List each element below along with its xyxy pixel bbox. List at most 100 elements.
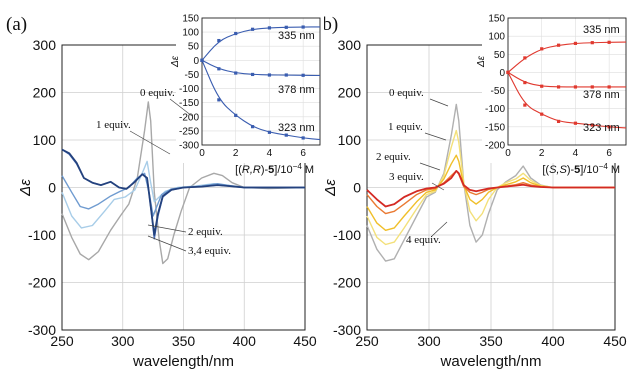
panel-a-annotation-0: 0 equiv. — [140, 87, 175, 99]
panel-b-xtick-label-2: 350 — [479, 333, 503, 349]
panel-b-ytick-label-6: -300 — [333, 322, 361, 338]
panel-a-inset-xtick-label-0: 0 — [199, 148, 205, 159]
panel-b-annotation-0: 0 equiv. — [389, 87, 424, 99]
panel-a-y-axis-label: Δε — [17, 179, 34, 197]
panel-b-series-line-4 — [366, 170, 615, 208]
annotation-leader-line-8 — [431, 221, 448, 237]
panel-b-inset-point-2-4 — [573, 121, 578, 125]
panel-a-inset-ytick-label-1: 100 — [182, 28, 199, 39]
panel-a-inset-point-2-2 — [234, 113, 238, 117]
panel-b-x-axis-label: wavelength/nm — [440, 353, 542, 369]
panel-b-ytick-label-3: 0 — [353, 180, 361, 196]
panel-b-inset-x-axis-label-part-6: M — [608, 164, 620, 176]
panel-a-ytick-label-2: 100 — [33, 132, 57, 148]
panel-a-inset-point-0-2 — [234, 31, 238, 36]
panel-a-inset-ytick-label-9: -300 — [179, 141, 199, 152]
panel-a-inset-point-2-5 — [284, 133, 288, 137]
panel-a-inset-point-0-4 — [267, 26, 272, 30]
panel-b-inset-ytick-label-2: 50 — [494, 50, 506, 61]
panel-a-inset-x-axis-label-part-3: 5 — [268, 164, 274, 176]
annotation-leader-line-1 — [129, 130, 171, 155]
panel-b-ytick-label-1: 200 — [338, 85, 362, 101]
panel-a-inset-frame — [201, 17, 321, 146]
panel-b-inset-series-label-1: 378 nm — [583, 89, 620, 101]
panel-a-inset-point-2-0 — [200, 58, 204, 62]
panel-b-ytick-label-4: -100 — [333, 227, 361, 243]
panel-a-inset-point-1-4 — [267, 73, 272, 77]
panel-a-inset-ytick-label-8: -250 — [179, 126, 199, 137]
panel-a-inset-series-label-0: 335 nm — [278, 30, 315, 42]
panel-a-ytick-label-1: 200 — [33, 85, 57, 101]
panel-b-inset-point-2-0 — [506, 70, 510, 75]
panel-b-inset-x-axis-label: [(S,S)-5]/10−4 M — [542, 162, 620, 177]
panel-a-inset-x-axis-label-part-1: R,R — [242, 164, 261, 176]
panel-b-inset-point-0-4 — [573, 41, 578, 45]
panel-b-xtick-label-4: 450 — [603, 333, 627, 349]
panel-b-inset-point-2-5 — [590, 123, 594, 127]
panel-b-inset-x-axis-label-part-1: S,S — [549, 164, 567, 176]
panel-a-inset-x-axis-label: [(R,R)-5]/10−4 M — [235, 162, 314, 177]
panel-a-inset-xtick-label-2: 4 — [267, 148, 273, 159]
annotation-leader-line-5 — [424, 132, 447, 141]
panel-b-inset-ytick-label-1: 100 — [488, 32, 505, 43]
panel-b-inset-point-2-1 — [523, 103, 527, 107]
panel-a-inset-series-label-2: 323 nm — [278, 122, 315, 134]
panel-a-inset-ytick-label-3: 0 — [193, 56, 199, 67]
panel-a-inset-x-axis-label-part-0: [( — [235, 164, 242, 176]
panel-b-ytick-label-0: 300 — [338, 37, 362, 53]
panel-b-inset-frame — [507, 17, 627, 146]
panel-b-inset-point-1-4 — [573, 85, 578, 89]
panel-a-xtick-label-2: 350 — [172, 333, 196, 349]
panel-b-xtick-label-3: 400 — [541, 333, 565, 349]
panel-b-inset-x-axis-label-part-4: ]/10 — [580, 164, 598, 176]
panel-a-inset-point-1-5 — [284, 73, 288, 77]
panel-b-inset-point-2-6 — [607, 125, 611, 129]
panel-a-inset-x-axis-label-part-5: −4 — [293, 162, 303, 171]
panel-b-inset-x-axis-label-part-2: )- — [567, 164, 575, 176]
panel-a-ytick-label-4: -100 — [28, 227, 56, 243]
panel-b-inset-point-0-3 — [556, 43, 561, 47]
panel-b-inset-series-label-0: 335 nm — [583, 24, 620, 36]
annotation-leader-line-0 — [169, 98, 193, 117]
panel-b-annotation-1: 1 equiv. — [388, 121, 423, 133]
panel-a-ytick-label-5: -200 — [28, 275, 56, 291]
panel-a-inset-ytick-label-6: -150 — [179, 98, 199, 109]
panel-b-inset-xtick-label-2: 4 — [573, 148, 579, 159]
panel-b-annotation-2: 2 equiv. — [376, 151, 411, 163]
panel-a-inset-point-0-3 — [250, 27, 255, 31]
panel-a-x-axis-label: wavelength/nm — [132, 353, 234, 369]
panel-b-xtick-label-1: 300 — [417, 333, 441, 349]
panel-a-ytick-label-6: -300 — [28, 322, 56, 338]
panel-b-annotation-4: 4 equiv. — [406, 234, 441, 246]
panel-b-inset-y-axis-label: Δε — [476, 55, 487, 68]
panel-a-ytick-label-0: 300 — [33, 37, 57, 53]
panel-b-inset-point-1-3 — [556, 85, 561, 89]
panel-a-inset-point-2-3 — [250, 125, 255, 129]
panel-a-annotation-2: 2 equiv. — [188, 226, 223, 238]
panel-a-inset-xtick-label-3: 6 — [300, 148, 306, 159]
panel-b-inset-ytick-label-0: 150 — [488, 14, 505, 25]
annotation-leader-line-4 — [429, 98, 449, 107]
panel-a-xtick-label-0: 250 — [50, 333, 74, 349]
panel-a-inset-point-0-5 — [284, 25, 288, 29]
panel-b-xtick-label-0: 250 — [355, 333, 379, 349]
panel-a-inset-point-2-6 — [301, 136, 305, 140]
panel-a-xtick-label-1: 300 — [111, 333, 135, 349]
panel-b-inset-x-axis-label-part-3: 5 — [574, 164, 580, 176]
panel-b-inset-ytick-label-5: -100 — [485, 104, 505, 115]
panel-b-inset-xtick-label-3: 6 — [606, 148, 612, 159]
panel-b-series-line-3 — [366, 170, 615, 215]
panel-b-inset-point-1-6 — [607, 85, 611, 89]
panel-b-inset-point-0-2 — [540, 47, 544, 51]
panel-a-xtick-label-4: 450 — [293, 333, 317, 349]
panel-b-inset-ytick-label-6: -150 — [485, 122, 505, 133]
panel-a-inset-xtick-label-1: 2 — [233, 148, 239, 159]
panel-b-inset-xtick-label-0: 0 — [505, 148, 511, 159]
panel-a-inset-ytick-label-7: -200 — [179, 112, 199, 123]
annotation-leader-line-2 — [147, 224, 187, 233]
panel-b-inset-x-axis-label-part-0: [( — [542, 164, 549, 176]
panel-a-inset-series-label-1: 378 nm — [278, 84, 315, 96]
panel-a-inset-point-1-3 — [250, 72, 255, 77]
panel-a-inset-y-axis-label: Δε — [170, 55, 181, 68]
